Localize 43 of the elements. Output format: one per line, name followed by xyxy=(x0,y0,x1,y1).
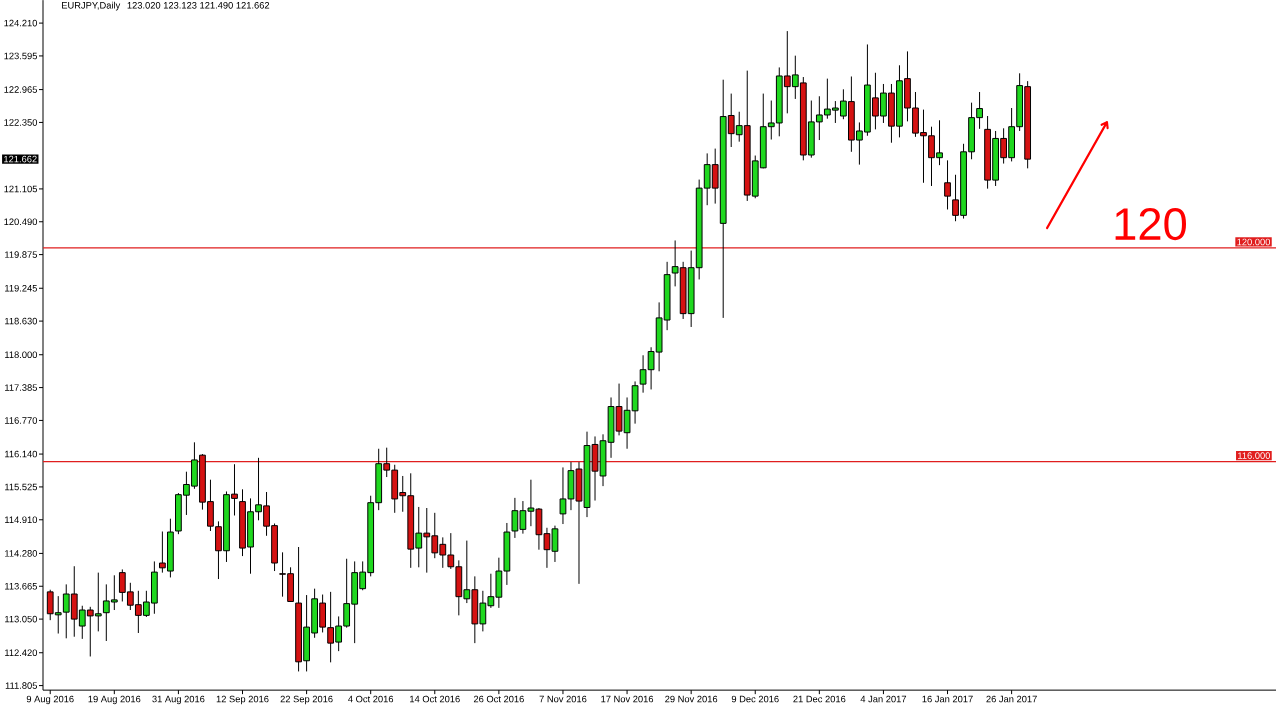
chart-title: EURJPY,Daily xyxy=(62,1,121,11)
x-tick-label: 4 Jan 2017 xyxy=(860,695,907,703)
y-tick-label: 121.105 xyxy=(4,185,38,193)
x-tick-label: 26 Oct 2016 xyxy=(473,695,524,703)
x-tick-label: 22 Sep 2016 xyxy=(280,695,333,705)
x-tick-label: 4 Oct 2016 xyxy=(348,695,394,703)
text: 121.662 xyxy=(4,155,37,163)
y-tick-label: 119.245 xyxy=(5,284,38,292)
y-tick-label: 117.385 xyxy=(5,384,38,391)
x-tick-label: 7 Nov 2016 xyxy=(539,695,587,703)
x-tick-label: 17 Nov 2016 xyxy=(601,695,654,703)
y-tick-label: 118.000 xyxy=(5,351,38,359)
ref-line-label: 116.000 xyxy=(1238,452,1271,459)
y-tick-label: 116.140 xyxy=(5,450,38,458)
y-tick-label: 120.490 xyxy=(4,218,38,226)
y-tick-label: 122.965 xyxy=(4,86,38,93)
ref-line-label: 120.000 xyxy=(1237,238,1271,246)
x-tick-label: 14 Oct 2016 xyxy=(410,695,460,703)
x-tick-label: 12 Sep 2016 xyxy=(216,695,269,705)
y-tick-label: 124.210 xyxy=(4,19,38,27)
text: 120 xyxy=(1115,208,1187,241)
x-tick-label: 26 Jan 2017 xyxy=(986,695,1037,703)
y-tick-label: 114.910 xyxy=(5,516,38,524)
y-tick-label: 116.770 xyxy=(5,417,38,424)
y-tick-label: 119.875 xyxy=(5,251,38,258)
y-tick-label: 114.280 xyxy=(5,550,38,557)
x-tick-label: 16 Jan 2017 xyxy=(922,695,973,703)
x-tick-label: 19 Aug 2016 xyxy=(88,695,141,705)
y-tick-label: 113.050 xyxy=(5,615,38,623)
y-tick-label: 111.805 xyxy=(5,682,38,689)
x-tick-label: 29 Nov 2016 xyxy=(665,695,718,703)
y-tick-label: 113.665 xyxy=(5,582,38,590)
y-tick-label: 123.595 xyxy=(4,52,38,60)
y-tick-label: 122.350 xyxy=(4,119,38,126)
x-tick-label: 9 Dec 2016 xyxy=(731,695,779,703)
chart-subtitle: 123.020 123.123 121.490 121.662 xyxy=(127,2,270,9)
y-tick-label: 118.630 xyxy=(5,317,38,325)
x-tick-label: 9 Aug 2016 xyxy=(26,695,74,705)
x-tick-label: 31 Aug 2016 xyxy=(152,695,205,705)
y-tick-label: 115.525 xyxy=(5,483,38,491)
x-tick-label: 21 Dec 2016 xyxy=(793,695,846,703)
candlestick xyxy=(944,159,951,210)
y-tick-label: 112.420 xyxy=(5,649,38,657)
